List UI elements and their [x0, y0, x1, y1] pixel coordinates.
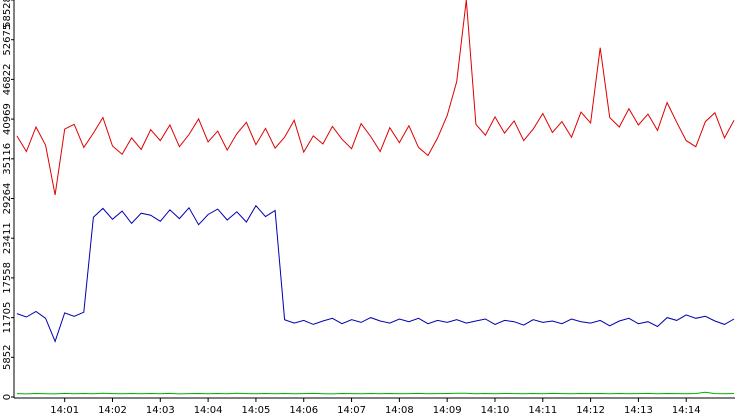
- x-tick-label: 14:03: [146, 405, 175, 415]
- y-tick-label: 52675: [2, 24, 13, 56]
- y-tick-label: 46822: [2, 63, 13, 95]
- x-tick-label: 14:02: [98, 405, 127, 415]
- series-line: [16, 391, 735, 395]
- y-tick-label: 29264: [2, 183, 13, 215]
- series-line: [16, 0, 735, 195]
- y-tick-label: 5852: [2, 345, 13, 370]
- x-tick-label: 14:13: [624, 405, 653, 415]
- y-tick-label: 58528: [2, 0, 13, 28]
- x-tick-label: 14:08: [385, 405, 414, 415]
- x-tick-label: 14:14: [672, 405, 701, 415]
- y-tick-label: 23411: [2, 222, 13, 254]
- y-tick-label: 35116: [2, 143, 13, 175]
- y-tick-label: 40969: [2, 103, 13, 135]
- x-tick-label: 14:12: [576, 405, 605, 415]
- x-tick-label: 14:10: [481, 405, 510, 415]
- x-tick-label: 14:09: [433, 405, 462, 415]
- x-tick-label: 14:07: [337, 405, 366, 415]
- y-tick-label: 0: [2, 394, 13, 400]
- x-tick-label: 14:11: [528, 405, 557, 415]
- x-tick-label: 14:01: [50, 405, 79, 415]
- x-tick-label: 14:06: [289, 405, 318, 415]
- series-line: [16, 204, 735, 343]
- x-tick-label: 14:05: [242, 405, 271, 415]
- x-tick-label: 14:04: [194, 405, 223, 415]
- y-tick-label: 11705: [2, 302, 13, 334]
- y-tick-label: 17558: [2, 262, 13, 294]
